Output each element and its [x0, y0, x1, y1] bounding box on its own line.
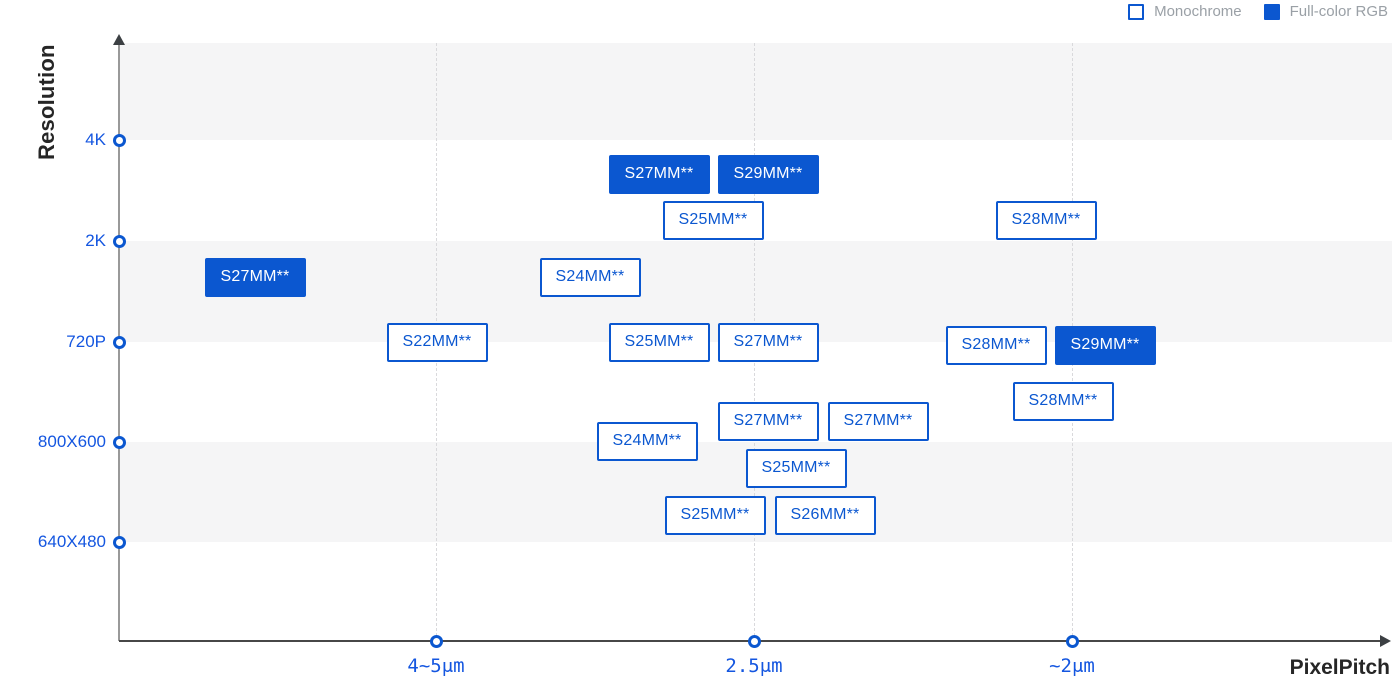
full-color-swatch-icon	[1263, 3, 1280, 20]
legend-label: Monochrome	[1154, 3, 1242, 20]
y-axis-arrow-icon	[113, 34, 125, 45]
y-tick-label: 4K	[85, 130, 106, 149]
x-tick-label: 4~5μm	[407, 655, 465, 677]
x-axis-arrow-icon	[1380, 635, 1391, 647]
monochrome-swatch-icon	[1128, 3, 1145, 20]
data-point-s24mm: S24MM**	[596, 421, 698, 461]
data-point-s29mm: S29MM**	[717, 154, 819, 194]
data-point-s29mm: S29MM**	[1054, 325, 1156, 365]
y-tick-label: 640X480	[37, 532, 106, 551]
x-tick-marker	[429, 634, 443, 648]
x-tick-marker	[747, 634, 761, 648]
data-point-s27mm: S27MM**	[608, 154, 710, 194]
data-point-s25mm: S25MM**	[608, 322, 710, 362]
x-axis-title: PixelPitch	[1289, 656, 1390, 679]
legend: Monochrome Full-color RGB	[1128, 3, 1388, 20]
data-point-s25mm: S25MM**	[745, 448, 847, 488]
data-point-s27mm: S27MM**	[204, 257, 306, 297]
x-tick-label: ~2μm	[1049, 655, 1095, 677]
y-tick-marker	[112, 234, 126, 248]
y-tick-marker	[112, 133, 126, 147]
data-point-s22mm: S22MM**	[386, 322, 488, 362]
data-point-s28mm: S28MM**	[1012, 381, 1114, 421]
y-tick-marker	[112, 535, 126, 549]
data-point-s25mm: S25MM**	[662, 200, 764, 240]
y-tick-marker	[112, 435, 126, 449]
x-tick-label: 2.5μm	[725, 655, 783, 677]
data-point-s25mm: S25MM**	[664, 495, 766, 535]
y-axis-title: Resolution	[34, 44, 59, 160]
data-point-s28mm: S28MM**	[995, 200, 1097, 240]
x-tick-marker	[1065, 634, 1079, 648]
y-tick-marker	[112, 335, 126, 349]
data-point-s27mm: S27MM**	[717, 322, 819, 362]
y-tick-label: 800X600	[37, 432, 106, 451]
data-point-s26mm: S26MM**	[774, 495, 876, 535]
data-point-s28mm: S28MM**	[945, 325, 1047, 365]
y-tick-label: 720P	[66, 332, 106, 351]
data-point-s24mm: S24MM**	[539, 257, 641, 297]
background-band	[120, 43, 1392, 140]
data-point-s27mm: S27MM**	[827, 401, 929, 441]
data-point-s27mm: S27MM**	[717, 401, 819, 441]
y-tick-label: 2K	[85, 231, 106, 250]
legend-item-monochrome: Monochrome	[1128, 3, 1242, 20]
legend-label: Full-color RGB	[1289, 3, 1388, 20]
legend-item-full-color: Full-color RGB	[1263, 3, 1388, 20]
